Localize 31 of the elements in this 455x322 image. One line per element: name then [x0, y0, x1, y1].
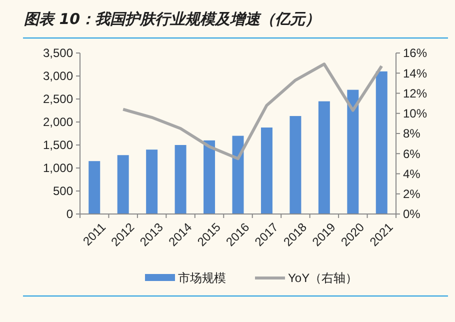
bar [174, 145, 186, 214]
bar [318, 101, 330, 214]
bar [260, 128, 272, 214]
y-tick-label: 3,000 [42, 69, 74, 84]
line-series [122, 62, 384, 160]
y-tick-label: 0 [66, 207, 74, 222]
y2-tick-label: 10% [403, 106, 428, 121]
chart-title: 图表 10：我国护肤行业规模及增速（亿元） [24, 10, 320, 28]
y2-tick-label: 0% [403, 207, 421, 222]
bar [290, 116, 302, 214]
y2-tick-label: 6% [403, 146, 421, 161]
bar [204, 140, 216, 214]
y-tick-label: 1,000 [42, 161, 74, 176]
y2-tick-label: 4% [403, 166, 421, 181]
bar [347, 90, 359, 214]
bar [88, 161, 100, 214]
y2-tick-label: 8% [403, 126, 421, 141]
y-tick-label: 3,500 [42, 46, 74, 60]
y-tick-label: 1,500 [42, 138, 74, 152]
y2-tick-label: 12% [403, 86, 428, 100]
y2-tick-label: 16% [403, 46, 428, 60]
legend-label: 市场规模 [178, 271, 226, 286]
bar [376, 71, 388, 214]
legend-label: YoY（右轴） [288, 271, 358, 286]
y-tick-label: 500 [52, 184, 74, 198]
y-tick-label: 2,000 [42, 115, 74, 130]
y2-tick-label: 14% [403, 66, 428, 80]
y-tick-label: 2,500 [42, 92, 74, 106]
y2-tick-label: 2% [403, 187, 421, 202]
bar [117, 155, 129, 214]
bar [146, 150, 158, 214]
